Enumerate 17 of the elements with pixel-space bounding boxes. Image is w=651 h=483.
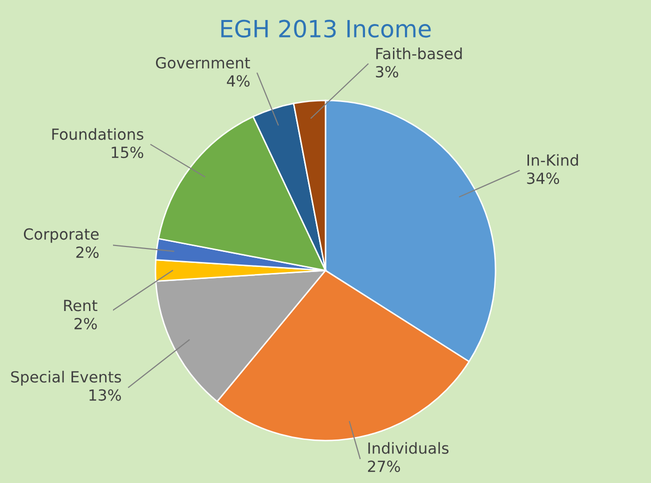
slice-label: In-Kind bbox=[527, 154, 578, 166]
data-label: 2% bbox=[76, 246, 99, 258]
data-label: 34% bbox=[527, 172, 560, 184]
slice-label: Government bbox=[156, 56, 250, 69]
slice-label: Individuals bbox=[368, 442, 448, 454]
data-label: 2% bbox=[74, 318, 97, 330]
slice-label: Foundations bbox=[52, 128, 144, 140]
slice-label: Rent bbox=[64, 300, 98, 312]
data-label: 27% bbox=[368, 460, 400, 472]
data-label: 4% bbox=[226, 75, 250, 87]
data-label: 13% bbox=[89, 389, 121, 401]
slice-label: Faith-based bbox=[376, 47, 462, 60]
slice-label: Special Events bbox=[11, 370, 122, 386]
slice-label: Corporate bbox=[24, 228, 99, 243]
chart-title: EGH 2013 Income bbox=[221, 20, 431, 38]
data-label: 3% bbox=[376, 66, 398, 78]
data-label: 15% bbox=[112, 146, 144, 158]
